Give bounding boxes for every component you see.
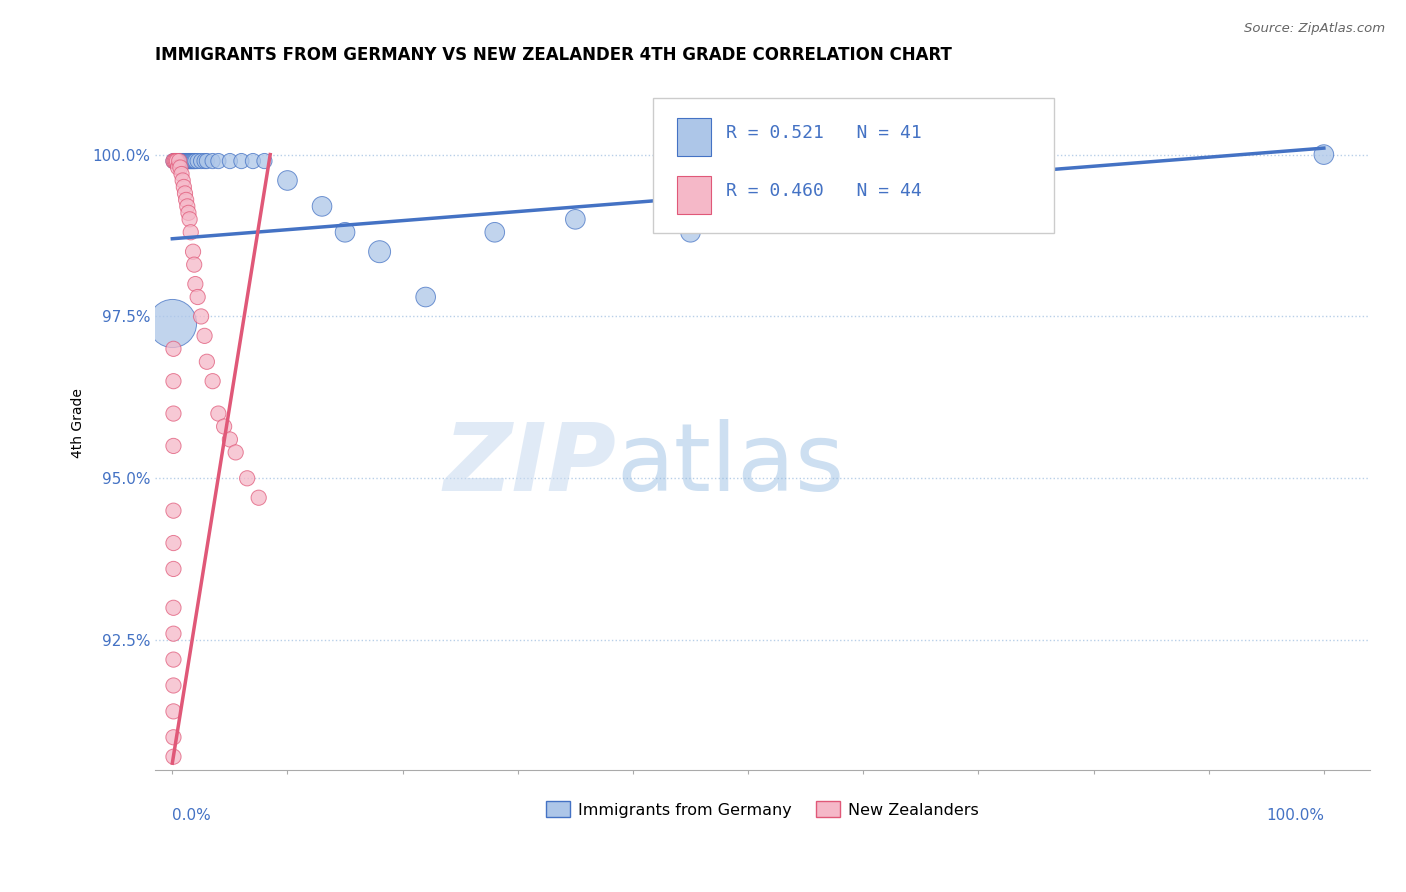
Point (170, 154, 193, 169)
Point (162, 536, 184, 550)
Point (162, 154, 184, 169)
Point (162, 731, 184, 745)
Point (177, 206, 200, 220)
Point (219, 433, 242, 447)
Text: 100.0%: 100.0% (1265, 808, 1324, 823)
Bar (678, 118, 711, 156)
Text: IMMIGRANTS FROM GERMANY VS NEW ZEALANDER 4TH GRADE CORRELATION CHART: IMMIGRANTS FROM GERMANY VS NEW ZEALANDER… (155, 46, 952, 64)
Point (180, 154, 202, 169)
Point (174, 193, 197, 207)
Point (236, 471, 259, 485)
Point (225, 445, 247, 459)
Point (195, 154, 218, 169)
Point (179, 154, 201, 169)
Text: 0.0%: 0.0% (173, 808, 211, 823)
Point (166, 154, 188, 169)
Point (169, 161, 191, 175)
Point (162, 562, 184, 576)
Point (183, 154, 205, 169)
Point (162, 749, 184, 764)
Point (212, 419, 235, 434)
Legend: Immigrants from Germany, New Zealanders: Immigrants from Germany, New Zealanders (540, 795, 986, 824)
Text: R = 0.521   N = 41: R = 0.521 N = 41 (725, 124, 922, 142)
FancyBboxPatch shape (654, 97, 1054, 233)
Point (166, 154, 188, 169)
Point (162, 374, 184, 388)
Point (165, 154, 187, 169)
Point (201, 374, 224, 388)
Point (179, 212, 201, 227)
Point (311, 199, 333, 213)
Point (174, 186, 197, 201)
Point (172, 154, 194, 169)
Point (162, 407, 184, 421)
Point (564, 212, 586, 227)
Point (162, 705, 184, 719)
Point (177, 154, 200, 169)
Point (207, 154, 229, 169)
Point (184, 277, 207, 291)
Text: R = 0.460   N = 44: R = 0.460 N = 44 (725, 182, 922, 200)
Point (174, 154, 197, 169)
Point (183, 258, 205, 272)
Point (219, 154, 242, 169)
Point (170, 167, 193, 181)
Point (162, 626, 184, 640)
Point (162, 652, 184, 666)
Point (162, 154, 184, 169)
Point (169, 154, 191, 169)
Point (794, 206, 817, 220)
Point (187, 154, 209, 169)
Point (167, 154, 190, 169)
Point (333, 225, 356, 239)
Point (174, 154, 197, 169)
Text: Source: ZipAtlas.com: Source: ZipAtlas.com (1244, 22, 1385, 36)
Point (167, 161, 190, 175)
Point (176, 154, 198, 169)
Point (167, 154, 190, 169)
Point (193, 154, 215, 169)
Text: ZIP: ZIP (444, 419, 617, 511)
Bar (678, 176, 711, 214)
Point (1313, 147, 1336, 161)
Point (162, 342, 184, 356)
Point (180, 154, 202, 169)
Text: atlas: atlas (617, 419, 845, 511)
Point (176, 199, 198, 213)
Point (195, 355, 218, 369)
Point (193, 329, 215, 343)
Point (242, 154, 264, 169)
Point (184, 154, 207, 169)
Point (368, 244, 391, 259)
Point (181, 244, 204, 259)
Point (187, 290, 209, 304)
Point (173, 154, 195, 169)
Y-axis label: 4th Grade: 4th Grade (72, 388, 86, 458)
Point (162, 504, 184, 518)
Point (201, 154, 224, 169)
Point (162, 316, 184, 330)
Point (162, 439, 184, 453)
Point (165, 154, 187, 169)
Point (247, 491, 270, 505)
Point (415, 290, 437, 304)
Point (180, 225, 202, 239)
Point (253, 154, 276, 169)
Point (231, 154, 253, 169)
Point (276, 173, 298, 187)
Point (990, 193, 1012, 207)
Point (484, 225, 506, 239)
Point (190, 154, 212, 169)
Point (181, 154, 204, 169)
Point (679, 225, 702, 239)
Point (163, 154, 186, 169)
Point (207, 407, 229, 421)
Point (167, 154, 190, 169)
Point (173, 180, 195, 194)
Point (172, 173, 194, 187)
Point (190, 310, 212, 324)
Point (162, 678, 184, 692)
Point (163, 154, 186, 169)
Point (162, 600, 184, 615)
